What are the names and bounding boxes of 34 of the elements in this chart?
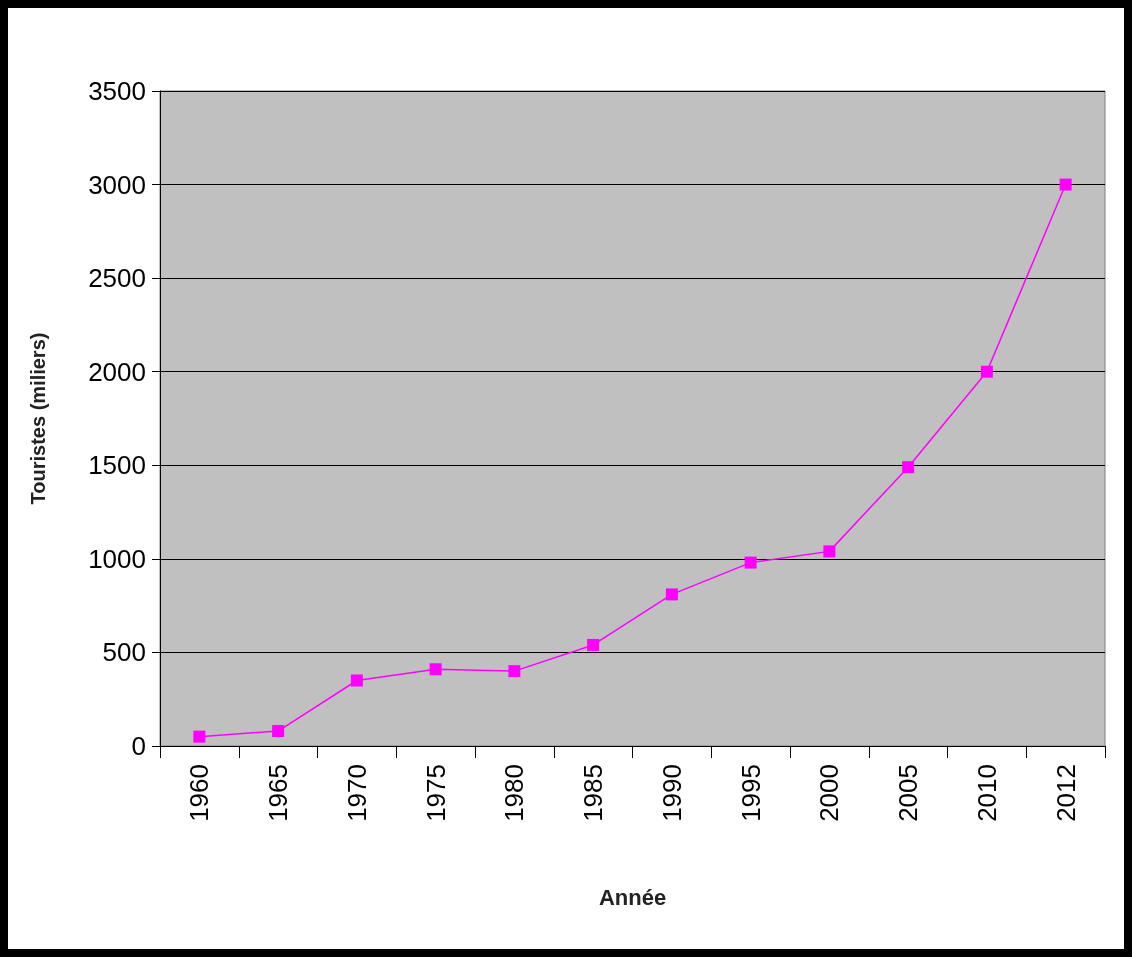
point (980, 365, 993, 378)
x-tick-label: 1965 (263, 764, 294, 822)
y-tick-label: 3500 (88, 76, 146, 106)
point (1059, 178, 1072, 191)
y-tick-label: 1500 (88, 450, 146, 481)
point (665, 588, 678, 601)
point (823, 545, 836, 558)
x-tick-label: 1980 (499, 764, 530, 822)
y-tick-label: 2000 (88, 356, 146, 387)
y-tick-label: 2500 (88, 263, 146, 294)
y-tick-label: 500 (102, 637, 146, 668)
x-tick-label: 2012 (1050, 764, 1081, 822)
point (587, 638, 600, 651)
x-axis-title: Année (598, 884, 667, 910)
x-tick-label: 1960 (184, 764, 215, 822)
x-tick-label: 2000 (814, 764, 845, 822)
x-tick-label: 2010 (971, 764, 1002, 822)
y-axis-title: Touristes (miliers) (27, 332, 49, 505)
point (744, 556, 757, 569)
point (272, 725, 285, 738)
x-tick-label: 1985 (578, 764, 609, 822)
y-tick-label: 1000 (88, 543, 146, 574)
x-tick-label: 1970 (341, 764, 372, 822)
point (350, 674, 363, 687)
point (508, 665, 521, 678)
x-tick-label: 1995 (735, 764, 766, 822)
point (429, 663, 442, 676)
x-tick-label: 2005 (893, 764, 924, 822)
x-tick-label: 1990 (656, 764, 687, 822)
x-tick-label: 1975 (420, 764, 451, 822)
point (902, 461, 915, 474)
y-tick-label: 3000 (88, 169, 146, 200)
y-tick-label: 0 (131, 731, 146, 761)
point (193, 730, 206, 743)
